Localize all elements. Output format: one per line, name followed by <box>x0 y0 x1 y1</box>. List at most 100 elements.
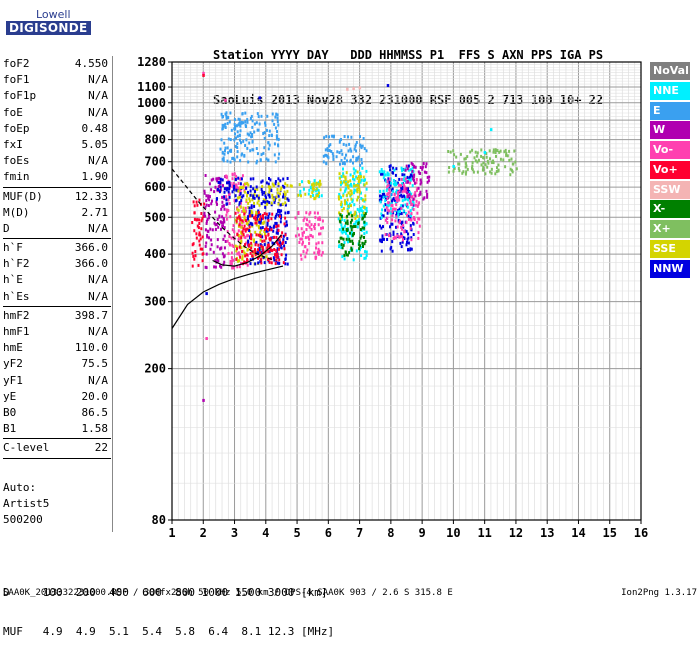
echo-point <box>401 240 404 244</box>
echo-point <box>405 243 408 247</box>
echo-point <box>308 220 311 224</box>
param-label: yF2 <box>3 357 23 371</box>
echo-point <box>228 202 231 205</box>
echo-point <box>306 248 309 252</box>
echo-point <box>487 161 490 165</box>
echo-point <box>237 234 240 237</box>
echo-point <box>275 135 278 139</box>
echo-point <box>390 203 393 207</box>
echo-point <box>391 214 394 218</box>
echo-point <box>268 228 271 232</box>
param-label: fmin <box>3 170 30 184</box>
echo-point <box>217 225 220 229</box>
echo-point <box>267 215 270 218</box>
echo-point <box>343 241 346 244</box>
echo-point <box>221 215 224 219</box>
echo-point <box>284 216 287 220</box>
echo-point <box>318 249 321 253</box>
echo-point <box>284 233 287 237</box>
echo-point <box>355 183 358 187</box>
echo-point <box>254 251 257 254</box>
echo-point <box>395 203 398 207</box>
echo-point <box>417 203 420 207</box>
echo-point <box>453 166 456 170</box>
echo-point <box>403 198 406 202</box>
echo-point <box>318 195 321 198</box>
echo-point <box>379 194 381 198</box>
echo-point <box>255 210 258 214</box>
x-tick-label: 10 <box>446 526 460 540</box>
echo-point <box>381 240 383 244</box>
echo-point <box>289 184 292 188</box>
echo-point <box>396 191 399 195</box>
echo-point <box>387 177 390 181</box>
echo-point <box>268 212 271 216</box>
echo-point <box>412 197 415 201</box>
echo-point <box>312 194 315 197</box>
echo-point <box>262 216 265 220</box>
echo-point <box>296 227 299 231</box>
echo-point <box>303 230 305 234</box>
echo-point <box>207 204 210 207</box>
echo-point <box>338 197 340 201</box>
echo-point <box>330 150 333 153</box>
echo-point <box>309 186 312 190</box>
echo-point <box>363 183 366 187</box>
echo-point <box>257 115 260 119</box>
echo-point <box>356 190 359 194</box>
echo-point <box>409 226 412 230</box>
echo-point <box>265 226 268 230</box>
echo-point <box>205 292 208 296</box>
echo-point <box>311 191 314 194</box>
echo-point <box>400 222 403 226</box>
file-info: SAA0K_2013332231000.RSF / 300fx256h 50 k… <box>3 588 453 598</box>
echo-point <box>301 242 304 246</box>
echo-point <box>255 240 258 244</box>
echo-point <box>247 190 249 194</box>
echo-point <box>265 196 268 200</box>
echo-point <box>254 243 257 247</box>
echo-point <box>407 188 409 192</box>
param-value: N/A <box>88 89 108 103</box>
echo-point <box>276 231 279 235</box>
param-value: 5.05 <box>81 137 109 151</box>
echo-point <box>266 200 269 204</box>
echo-point <box>482 165 485 169</box>
echo-point <box>278 209 281 212</box>
echo-point <box>494 148 497 152</box>
echo-point <box>311 186 314 190</box>
echo-point <box>271 196 274 200</box>
echo-point <box>382 214 385 218</box>
profile_lower <box>171 265 284 329</box>
param-label: foEp <box>3 121 30 135</box>
echo-point <box>349 193 352 197</box>
echo-point <box>384 208 387 212</box>
echo-point <box>494 151 497 154</box>
echo-point <box>448 166 451 169</box>
echo-point <box>401 187 404 191</box>
echo-point <box>221 150 224 154</box>
echo-point <box>313 227 316 231</box>
echo-point <box>397 210 400 214</box>
echo-point <box>497 163 500 167</box>
echo-point <box>326 148 329 152</box>
echo-point <box>342 192 345 196</box>
echo-point <box>447 170 450 174</box>
echo-point <box>257 214 260 218</box>
param-label: foE <box>3 105 23 119</box>
echo-point <box>231 173 234 177</box>
echo-point <box>281 242 284 246</box>
echo-point <box>357 186 360 189</box>
param-value: 0.48 <box>81 121 109 135</box>
echo-point <box>392 179 395 182</box>
echo-point <box>220 138 223 142</box>
x-tick-label: 6 <box>325 526 332 540</box>
echo-point <box>249 149 252 153</box>
echo-point <box>219 247 222 251</box>
echo-point <box>336 150 339 154</box>
echo-point <box>347 240 349 244</box>
echo-point <box>358 209 361 213</box>
echo-point <box>344 188 347 192</box>
echo-point <box>201 252 204 256</box>
echo-point <box>236 142 239 146</box>
